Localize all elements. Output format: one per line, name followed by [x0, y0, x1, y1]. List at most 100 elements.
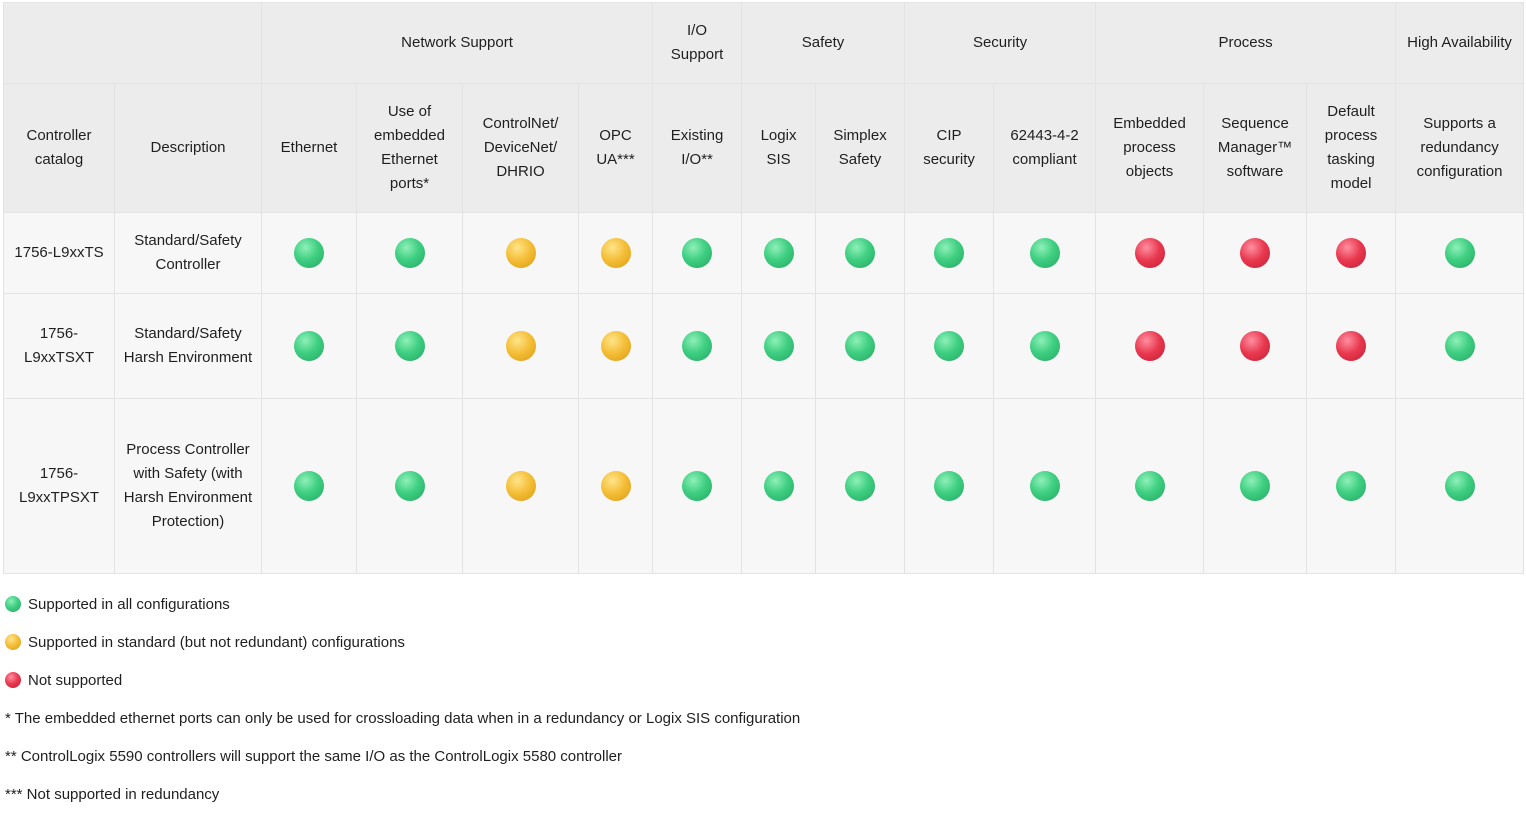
- col-header-simplex-safety: Simplex Safety: [815, 83, 906, 213]
- status-cell: [577, 398, 654, 574]
- green-dot-icon: [934, 238, 965, 268]
- col-header-controlnet-devicenet-dhrio: ControlNet/ DeviceNet/ DHRIO: [462, 83, 579, 213]
- legend-label: Not supported: [28, 671, 123, 689]
- yellow-dot-icon: [505, 471, 536, 501]
- green-dot-icon: [845, 238, 876, 268]
- green-dot-icon: [934, 331, 965, 361]
- cell-catalog: 1756-L9xxTS: [3, 212, 115, 294]
- status-cell: [1203, 293, 1308, 399]
- yellow-dot-icon: [505, 238, 536, 268]
- group-header-io-support: I/O Support: [652, 2, 743, 84]
- group-header-security: Security: [904, 2, 1097, 84]
- group-header-row: Network Support I/O Support Safety Secur…: [3, 2, 1525, 84]
- status-cell: [261, 398, 357, 574]
- green-dot-icon: [682, 331, 713, 361]
- status-cell: [1095, 212, 1205, 294]
- green-dot-icon: [294, 331, 324, 361]
- status-cell: [1203, 212, 1308, 294]
- group-header-safety: Safety: [741, 2, 906, 84]
- status-cell: [1395, 212, 1525, 294]
- status-cell: [356, 398, 463, 574]
- cell-catalog: 1756-L9xxTSXT: [3, 293, 115, 399]
- green-dot-icon: [763, 238, 794, 268]
- status-cell: [462, 293, 579, 399]
- green-dot-icon: [934, 471, 965, 501]
- status-cell: [261, 212, 357, 294]
- red-dot-icon: [1134, 238, 1165, 268]
- green-dot-icon: [1444, 471, 1475, 501]
- col-header-embedded-ethernet-ports: Use of embedded Ethernet ports*: [356, 83, 463, 213]
- group-header-high-availability: High Availability: [1395, 2, 1525, 84]
- green-dot-icon: [1444, 331, 1475, 361]
- column-header-row: Controller catalog Description Ethernet …: [3, 83, 1525, 213]
- status-cell: [904, 398, 995, 574]
- status-cell: [1395, 398, 1525, 574]
- col-header-description: Description: [114, 83, 262, 213]
- status-cell: [652, 293, 743, 399]
- green-dot-icon: [682, 471, 713, 501]
- status-cell: [577, 212, 654, 294]
- status-cell: [462, 212, 579, 294]
- group-header-process: Process: [1095, 2, 1397, 84]
- status-cell: [1306, 293, 1397, 399]
- status-cell: [741, 212, 817, 294]
- green-dot-icon: [682, 238, 713, 268]
- red-dot-icon: [1336, 331, 1367, 361]
- green-dot-icon: [763, 471, 794, 501]
- status-cell: [462, 398, 579, 574]
- legend-item-red: Not supported: [5, 661, 800, 699]
- legend-label: Supported in standard (but not redundant…: [28, 633, 405, 651]
- green-dot-icon: [1029, 471, 1060, 501]
- red-dot-icon: [5, 672, 21, 688]
- col-header-default-process-tasking: Default process tasking model: [1306, 83, 1397, 213]
- green-dot-icon: [1029, 238, 1060, 268]
- status-cell: [993, 212, 1097, 294]
- green-dot-icon: [845, 471, 876, 501]
- green-dot-icon: [394, 331, 425, 361]
- green-dot-icon: [845, 331, 876, 361]
- table-row: 1756-L9xxTSXT Standard/Safety Harsh Envi…: [3, 293, 1525, 399]
- status-cell: [815, 212, 906, 294]
- status-cell: [993, 398, 1097, 574]
- green-dot-icon: [1134, 471, 1165, 501]
- yellow-dot-icon: [5, 634, 21, 650]
- legend-item-green: Supported in all configurations: [5, 585, 800, 623]
- table-row: 1756-L9xxTS Standard/Safety Controller: [3, 212, 1525, 294]
- green-dot-icon: [1444, 238, 1475, 268]
- status-cell: [741, 293, 817, 399]
- col-header-sequence-manager: Sequence Manager™ software: [1203, 83, 1308, 213]
- col-header-logix-sis: Logix SIS: [741, 83, 817, 213]
- group-header-network-support: Network Support: [260, 2, 654, 84]
- green-dot-icon: [763, 331, 794, 361]
- status-cell: [904, 212, 995, 294]
- status-cell: [652, 212, 743, 294]
- status-cell: [1203, 398, 1308, 574]
- col-header-redundancy-configuration: Supports a redundancy configuration: [1395, 83, 1525, 213]
- green-dot-icon: [1240, 471, 1271, 501]
- status-cell: [815, 293, 906, 399]
- footnote: *** Not supported in redundancy: [5, 785, 220, 803]
- status-cell: [261, 293, 357, 399]
- group-header-empty: [3, 2, 262, 84]
- status-cell: [741, 398, 817, 574]
- col-header-opc-ua: OPC UA***: [577, 83, 654, 213]
- green-dot-icon: [394, 471, 425, 501]
- green-dot-icon: [1336, 471, 1367, 501]
- status-cell: [993, 293, 1097, 399]
- green-dot-icon: [294, 471, 324, 501]
- status-cell: [904, 293, 995, 399]
- legend-item-yellow: Supported in standard (but not redundant…: [5, 623, 800, 661]
- red-dot-icon: [1240, 331, 1271, 361]
- col-header-ethernet: Ethernet: [261, 83, 357, 213]
- status-cell: [577, 293, 654, 399]
- yellow-dot-icon: [505, 331, 536, 361]
- table-row: 1756-L9xxTPSXT Process Controller with S…: [3, 398, 1525, 574]
- legend: Supported in all configurations Supporte…: [5, 585, 800, 813]
- comparison-table: Network Support I/O Support Safety Secur…: [3, 2, 1525, 574]
- status-cell: [815, 398, 906, 574]
- footnote: * The embedded ethernet ports can only b…: [5, 709, 801, 727]
- status-cell: [356, 212, 463, 294]
- green-dot-icon: [294, 238, 324, 268]
- status-cell: [356, 293, 463, 399]
- yellow-dot-icon: [600, 238, 631, 268]
